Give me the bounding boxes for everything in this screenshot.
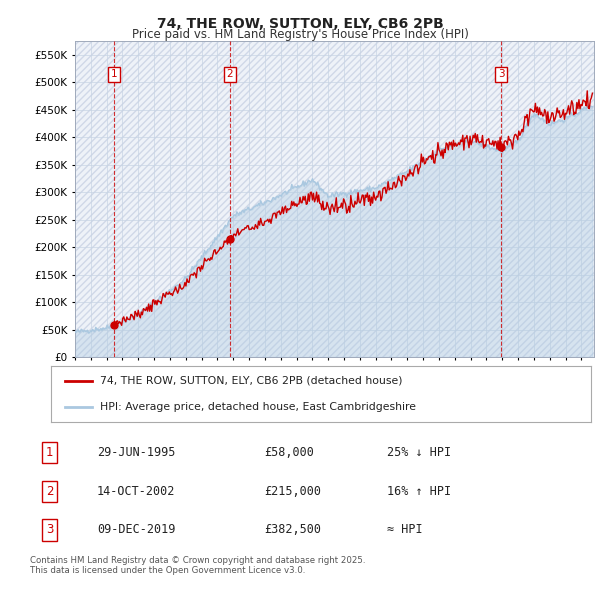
Text: £215,000: £215,000 [265, 484, 322, 498]
Text: 2: 2 [46, 484, 53, 498]
Text: Contains HM Land Registry data © Crown copyright and database right 2025.
This d: Contains HM Land Registry data © Crown c… [30, 556, 365, 575]
Text: 29-JUN-1995: 29-JUN-1995 [97, 446, 175, 459]
Text: 1: 1 [46, 446, 53, 459]
Text: HPI: Average price, detached house, East Cambridgeshire: HPI: Average price, detached house, East… [100, 402, 416, 412]
Text: 1: 1 [111, 70, 118, 80]
Text: £58,000: £58,000 [265, 446, 314, 459]
Text: 74, THE ROW, SUTTON, ELY, CB6 2PB (detached house): 74, THE ROW, SUTTON, ELY, CB6 2PB (detac… [100, 376, 402, 386]
Text: 2: 2 [227, 70, 233, 80]
Text: 16% ↑ HPI: 16% ↑ HPI [387, 484, 451, 498]
Text: 3: 3 [498, 70, 505, 80]
Text: 09-DEC-2019: 09-DEC-2019 [97, 523, 175, 536]
Text: Price paid vs. HM Land Registry's House Price Index (HPI): Price paid vs. HM Land Registry's House … [131, 28, 469, 41]
Text: 3: 3 [46, 523, 53, 536]
Text: ≈ HPI: ≈ HPI [387, 523, 423, 536]
Text: 74, THE ROW, SUTTON, ELY, CB6 2PB: 74, THE ROW, SUTTON, ELY, CB6 2PB [157, 17, 443, 31]
Text: 14-OCT-2002: 14-OCT-2002 [97, 484, 175, 498]
Text: 25% ↓ HPI: 25% ↓ HPI [387, 446, 451, 459]
Text: £382,500: £382,500 [265, 523, 322, 536]
